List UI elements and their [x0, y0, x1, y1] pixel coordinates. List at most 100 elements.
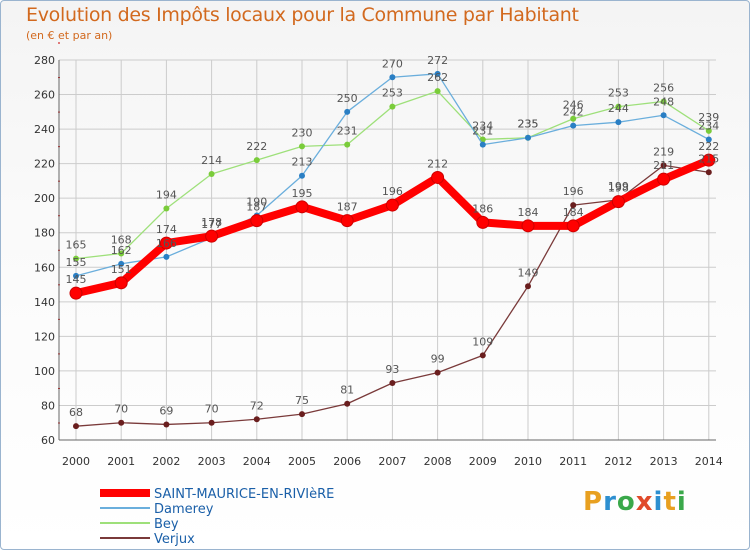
x-tick-label: 2004 [243, 455, 271, 468]
data-point [570, 115, 577, 122]
logo-letter: i [676, 487, 687, 517]
data-point [299, 143, 305, 150]
data-point [611, 195, 625, 209]
y-tick-label: 260 [34, 89, 55, 102]
data-label: 177 [201, 218, 222, 231]
logo-letter: t [663, 487, 677, 517]
x-tick-label: 2007 [378, 455, 406, 468]
x-tick-label: 2000 [62, 455, 90, 468]
proxiti-logo: Proxiti [583, 487, 687, 517]
data-point [253, 157, 260, 164]
data-label: 250 [337, 92, 358, 105]
data-label: 196 [382, 185, 403, 198]
x-tick-label: 2006 [333, 455, 361, 468]
data-point [344, 400, 351, 407]
data-label: 184 [563, 206, 584, 219]
legend-label: Damerey [154, 502, 214, 517]
data-point [118, 419, 125, 426]
data-label: 235 [518, 118, 539, 131]
y-tick-label: 160 [34, 261, 55, 274]
data-label: 109 [472, 335, 493, 348]
data-label: 149 [518, 266, 539, 279]
x-tick-label: 2013 [650, 455, 678, 468]
data-label: 235 [518, 118, 539, 131]
data-point [660, 98, 667, 105]
x-tick-label: 2001 [107, 455, 135, 468]
data-point [479, 141, 486, 148]
data-point [570, 202, 577, 209]
data-label: 212 [427, 157, 448, 170]
x-tick-label: 2003 [198, 455, 226, 468]
data-point [479, 136, 486, 143]
axes: 60 80 100 120 140 160 180 200 220 240 260 280 2000 20… [34, 42, 723, 468]
y-tick-label: 80 [41, 399, 55, 412]
data-point [385, 198, 399, 212]
data-point [566, 219, 580, 233]
data-point [434, 88, 441, 95]
data-label: 211 [653, 159, 674, 172]
x-tick-label: 2005 [288, 455, 316, 468]
data-label: 195 [292, 187, 313, 200]
data-label: 145 [66, 273, 87, 286]
logo-letter: x [635, 487, 654, 517]
data-point [476, 215, 490, 229]
data-point [159, 236, 173, 250]
data-label: 168 [111, 233, 132, 246]
data-label: 256 [653, 81, 674, 94]
data-point [570, 122, 577, 129]
data-point [299, 411, 305, 418]
data-label: 93 [385, 363, 399, 376]
data-point [389, 380, 396, 386]
data-point [250, 214, 264, 228]
data-point [434, 70, 441, 77]
data-point [69, 286, 83, 300]
data-label: 248 [653, 95, 674, 108]
data-label: 222 [246, 140, 267, 153]
y-tick-label: 140 [34, 296, 55, 309]
data-label: 242 [563, 106, 584, 119]
y-tick-label: 60 [41, 434, 55, 447]
data-label: 244 [608, 102, 629, 115]
y-tick-label: 100 [34, 365, 55, 378]
data-label: 230 [292, 126, 313, 139]
data-label: 239 [698, 111, 719, 124]
data-label: 194 [156, 189, 177, 202]
data-label: 81 [340, 384, 354, 397]
data-point [615, 119, 622, 126]
data-label: 213 [292, 156, 313, 169]
data-point [657, 172, 671, 186]
series-lines [69, 70, 716, 430]
y-tick-label: 120 [34, 330, 55, 343]
data-label: 253 [608, 87, 629, 100]
data-label: 198 [608, 182, 629, 195]
data-point [660, 112, 667, 119]
x-tick-label: 2014 [695, 455, 723, 468]
logo-letter: o [616, 487, 636, 517]
y-tick-label: 240 [34, 123, 55, 136]
data-point [615, 103, 622, 110]
data-point [705, 136, 712, 143]
data-point [521, 219, 535, 233]
y-tick-label: 200 [34, 192, 55, 205]
data-label: 215 [698, 152, 719, 165]
data-point [114, 276, 128, 290]
data-label: 72 [250, 399, 264, 412]
data-point [253, 416, 260, 423]
data-label: 174 [156, 223, 177, 236]
logo-letter: i [653, 487, 664, 517]
data-label: 69 [159, 404, 173, 417]
data-point [702, 153, 716, 167]
legend-label: Bey [154, 517, 179, 532]
data-point [431, 170, 445, 184]
data-label: 199 [608, 180, 629, 193]
legend-label: SAINT-MAURICE-EN-RIVIèRE [154, 487, 334, 502]
logo-letter: r [603, 487, 617, 517]
legend-label: Verjux [154, 532, 195, 547]
data-label: 166 [156, 237, 177, 250]
x-tick-label: 2002 [152, 455, 180, 468]
data-label: 75 [295, 394, 309, 407]
data-point [73, 423, 79, 430]
data-point [389, 74, 396, 81]
data-point [118, 260, 125, 267]
